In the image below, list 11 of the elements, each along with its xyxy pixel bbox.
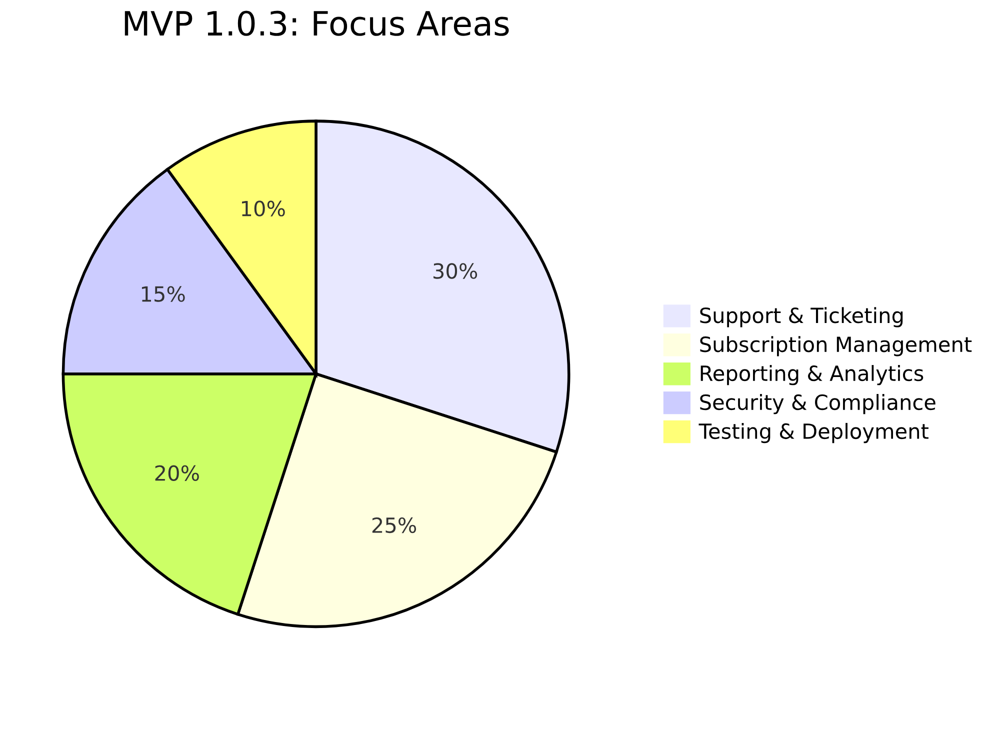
data-label: 25% <box>372 517 416 534</box>
data-label: 20% <box>155 465 199 481</box>
legend-label: Subscription Management <box>700 336 972 356</box>
data-label: 10% <box>242 200 285 216</box>
chart-title: MVP 1.0.3: Focus Areas <box>124 10 509 36</box>
legend-label: Reporting & Analytics <box>700 365 924 386</box>
legend-label: Support & Ticketing <box>700 307 903 328</box>
data-label: 30% <box>434 263 478 279</box>
legend-label: Security & Compliance <box>700 394 936 414</box>
data-label: 15% <box>142 286 185 302</box>
legend-label: Testing & Deployment <box>698 422 928 444</box>
